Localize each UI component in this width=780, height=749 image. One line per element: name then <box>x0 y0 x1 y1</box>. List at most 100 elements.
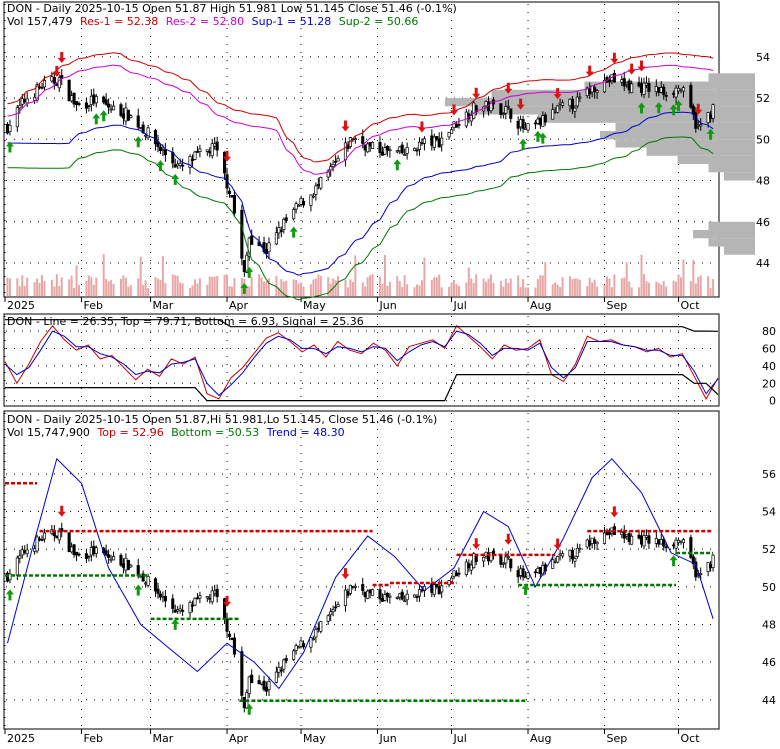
volume-bar <box>364 286 367 296</box>
price-candle-body <box>654 85 658 93</box>
price-candle-body <box>664 95 668 97</box>
trend-candle-body <box>319 621 323 632</box>
trend-candle-body <box>378 589 382 600</box>
trend-candle-body <box>568 549 572 557</box>
price-candle-body <box>383 147 387 155</box>
volume-bar <box>250 277 253 296</box>
volume-bar <box>159 280 162 296</box>
price-candle-body <box>575 96 579 107</box>
price-candle-body <box>578 96 582 99</box>
volume-bar <box>699 275 702 296</box>
trend-candle-body <box>440 585 444 593</box>
trend-candle-body <box>437 586 441 595</box>
volume-bar <box>465 282 468 296</box>
price-candle-body <box>642 82 646 95</box>
price-candle-body <box>141 124 145 134</box>
buy-arrow-icon <box>5 141 14 153</box>
sell-arrow-icon <box>627 63 636 75</box>
price-candle-body <box>711 104 715 119</box>
trend-x-tick-label: Sep <box>607 732 628 745</box>
signal-arrows-layer <box>5 52 715 715</box>
trend-candle-body <box>257 680 261 685</box>
trend-candle-body <box>119 554 123 566</box>
volume-bar <box>694 283 697 296</box>
trend-buy-arrow-icon <box>245 703 254 715</box>
trend-candle-body <box>516 570 520 578</box>
volume-profile-bar <box>677 155 755 165</box>
volume-bar <box>519 287 522 296</box>
volume-bar <box>539 275 542 296</box>
trend-sell-arrow-icon <box>553 538 562 550</box>
trend-x-tick-label: Oct <box>681 732 701 745</box>
trend-candle-body <box>267 681 271 690</box>
trend-candle-body <box>195 597 199 600</box>
price-candle-body <box>472 102 476 119</box>
trend-candle-body <box>504 556 508 564</box>
volume-bar <box>536 279 539 296</box>
volume-bar <box>509 278 512 296</box>
price-candle-body <box>247 237 251 257</box>
buy-arrow-icon <box>533 130 542 142</box>
price-candle-body <box>72 92 76 105</box>
volume-bar <box>73 287 76 296</box>
price-candle-body <box>662 86 666 96</box>
price-candle-body <box>561 102 565 106</box>
price-candle-body <box>694 111 698 129</box>
price-candle-body <box>311 195 315 198</box>
trend-candle-body <box>299 640 303 647</box>
price-candle-body <box>422 138 426 144</box>
trend-candle-body <box>294 645 298 651</box>
price-candle-body <box>593 87 597 92</box>
volume-bar <box>75 265 78 296</box>
price-candle-body <box>121 113 125 119</box>
trend-candle-body <box>371 589 375 596</box>
stochastic-y-tick-label: 20 <box>762 377 776 390</box>
price-candle-body <box>627 80 631 91</box>
sell-arrow-icon <box>553 88 562 100</box>
trend-buy-arrow-icon <box>171 618 180 630</box>
volume-profile-bar <box>724 246 755 255</box>
price-candle-body <box>8 124 12 132</box>
volume-bar <box>386 285 389 296</box>
price-candle-body <box>104 99 108 105</box>
volume-bar <box>198 278 201 296</box>
trend-y-tick-label: 44 <box>762 694 776 707</box>
price-candle-body <box>499 103 503 116</box>
price-candle-body <box>188 156 192 169</box>
price-candle-body <box>279 230 283 232</box>
trend-candle-body <box>699 573 703 575</box>
volume-bar <box>21 275 24 296</box>
volume-bar <box>502 286 505 296</box>
price-candle-body <box>371 142 375 149</box>
volume-bar <box>435 277 438 296</box>
price-candle-body <box>107 103 111 108</box>
trend-candle-body <box>250 674 254 684</box>
price-candle-body <box>689 84 693 108</box>
volume-bar <box>181 283 184 296</box>
trend-candle-body <box>644 535 649 538</box>
price-candle-body <box>274 232 278 245</box>
trend-sell-arrow-icon <box>504 533 513 545</box>
trend-candle-body <box>400 591 404 600</box>
trend-candle-body <box>639 535 644 545</box>
price-candle-body <box>319 177 323 189</box>
volume-bar <box>70 275 73 296</box>
volume-bar <box>453 279 456 296</box>
price-candle-body <box>378 142 382 154</box>
data-layer <box>4 52 719 713</box>
volume-bar <box>297 283 300 296</box>
price-candle-body <box>501 113 505 116</box>
trend-candle-body <box>279 669 283 672</box>
volume-bar <box>258 274 261 296</box>
volume-bar <box>388 281 391 296</box>
price-candle-body <box>294 203 298 210</box>
volume-bar <box>440 287 443 296</box>
sell-arrow-icon <box>637 60 646 72</box>
price-candle-body <box>506 105 510 108</box>
volume-bar <box>571 278 574 296</box>
trend-candle-body <box>405 593 409 601</box>
trend-y-tick-label: 52 <box>762 543 776 556</box>
volume-bar <box>361 282 364 296</box>
price-candle-body <box>205 149 209 152</box>
price-candle-body <box>504 106 508 114</box>
